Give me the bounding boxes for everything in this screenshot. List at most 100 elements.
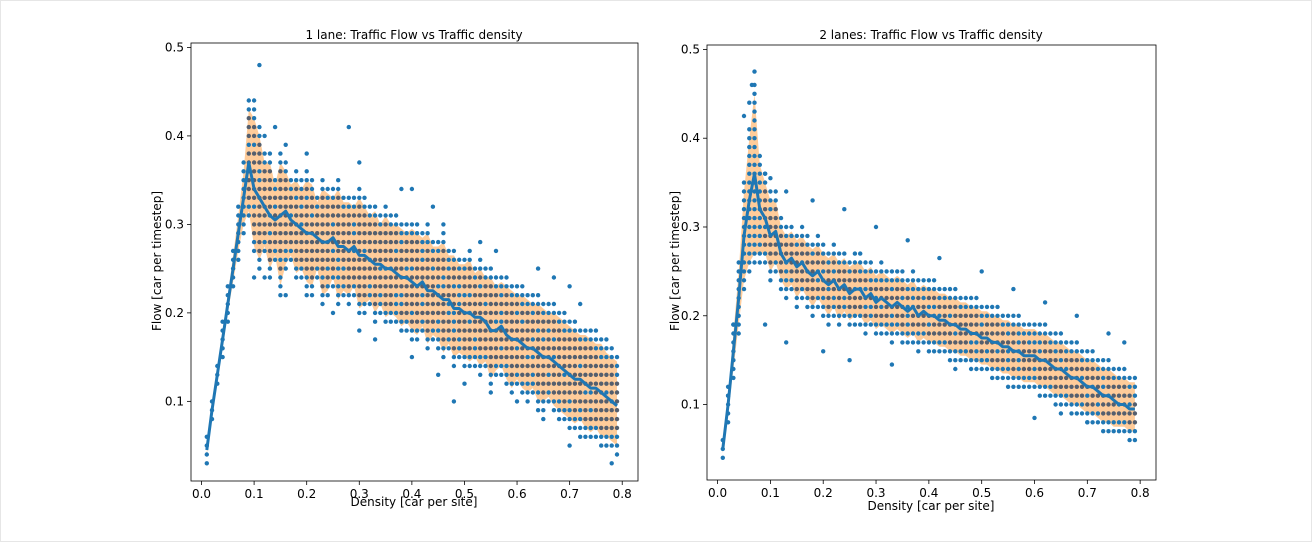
scatter-point bbox=[478, 337, 483, 342]
scatter-point bbox=[831, 260, 836, 265]
scatter-point bbox=[362, 257, 367, 262]
scatter-point bbox=[283, 204, 288, 209]
scatter-point bbox=[926, 304, 932, 310]
scatter-point bbox=[1095, 411, 1101, 416]
scatter-point bbox=[747, 233, 752, 239]
scatter-point bbox=[330, 195, 336, 200]
scatter-point bbox=[741, 113, 747, 119]
scatter-point bbox=[336, 248, 341, 254]
scatter-point bbox=[757, 153, 762, 159]
scatter-point bbox=[784, 269, 789, 274]
scatter-point bbox=[457, 337, 462, 342]
scatter-point bbox=[995, 358, 1000, 363]
scatter-point bbox=[852, 251, 858, 256]
scatter-point bbox=[1079, 366, 1085, 372]
scatter-point bbox=[747, 260, 752, 265]
scatter-point bbox=[1048, 375, 1053, 381]
scatter-point bbox=[741, 278, 747, 283]
scatter-point bbox=[784, 242, 789, 247]
scatter-point bbox=[399, 284, 404, 289]
scatter-point bbox=[895, 313, 900, 318]
scatter-point bbox=[921, 286, 926, 292]
scatter-point bbox=[1021, 331, 1027, 336]
scatter-point bbox=[905, 304, 910, 310]
scatter-point bbox=[283, 142, 288, 147]
scatter-point bbox=[910, 295, 916, 301]
scatter-point bbox=[530, 301, 535, 307]
scatter-point bbox=[852, 322, 858, 327]
scatter-point bbox=[388, 301, 393, 307]
scatter-point bbox=[794, 295, 799, 301]
scatter-point bbox=[916, 304, 921, 310]
scatter-point bbox=[309, 257, 315, 262]
scatter-point bbox=[1042, 393, 1048, 398]
scatter-point bbox=[1079, 393, 1085, 398]
scatter-point bbox=[858, 251, 863, 256]
scatter-point bbox=[810, 198, 815, 203]
scatter-point bbox=[294, 275, 299, 280]
scatter-point bbox=[272, 239, 278, 245]
scatter-point bbox=[367, 231, 372, 236]
scatter-point bbox=[525, 381, 530, 386]
scatter-point bbox=[499, 337, 504, 342]
scatter-point bbox=[873, 313, 879, 318]
scatter-point bbox=[789, 233, 794, 239]
scatter-point bbox=[614, 381, 620, 386]
scatter-point bbox=[1037, 340, 1043, 345]
scatter-point bbox=[514, 319, 520, 324]
scatter-point bbox=[330, 213, 336, 218]
scatter-point bbox=[309, 239, 315, 245]
scatter-point bbox=[958, 295, 963, 301]
scatter-point bbox=[1027, 322, 1032, 327]
scatter-point bbox=[836, 295, 842, 301]
scatter-point bbox=[325, 248, 330, 254]
scatter-point bbox=[535, 354, 541, 360]
scatter-point bbox=[931, 295, 937, 301]
scatter-point bbox=[916, 295, 921, 301]
scatter-point bbox=[414, 231, 420, 236]
scatter-point bbox=[378, 266, 383, 271]
scatter-point bbox=[762, 260, 768, 265]
scatter-point bbox=[921, 313, 926, 318]
scatter-point bbox=[752, 198, 757, 203]
scatter-point bbox=[958, 304, 963, 310]
scatter-point bbox=[990, 322, 995, 327]
scatter-point bbox=[525, 310, 530, 316]
scatter-point bbox=[551, 275, 557, 280]
scatter-point bbox=[472, 354, 478, 360]
scatter-point bbox=[325, 213, 330, 218]
scatter-point bbox=[720, 455, 725, 460]
scatter-point bbox=[963, 295, 968, 301]
scatter-point bbox=[1069, 384, 1074, 389]
scatter-point bbox=[572, 372, 578, 377]
scatter-point bbox=[937, 322, 942, 327]
scatter-point bbox=[362, 275, 367, 280]
scatter-point bbox=[404, 301, 409, 307]
scatter-point bbox=[262, 231, 267, 236]
scatter-point bbox=[937, 313, 942, 318]
scatter-point bbox=[910, 286, 916, 292]
scatter-point bbox=[910, 322, 916, 327]
scatter-point bbox=[572, 319, 578, 324]
scatter-point bbox=[926, 295, 932, 301]
scatter-point bbox=[383, 275, 388, 280]
scatter-point bbox=[315, 248, 320, 254]
scatter-point bbox=[847, 313, 852, 318]
scatter-point bbox=[578, 390, 583, 395]
scatter-point bbox=[762, 233, 768, 239]
scatter-point bbox=[1116, 375, 1122, 381]
scatter-point bbox=[362, 239, 367, 245]
scatter-point bbox=[1074, 340, 1080, 345]
scatter-point bbox=[1058, 384, 1064, 389]
scatter-point bbox=[768, 189, 773, 194]
scatter-point bbox=[430, 266, 436, 271]
scatter-point bbox=[921, 304, 926, 310]
scatter-point bbox=[562, 363, 567, 369]
scatter-point bbox=[478, 275, 483, 280]
scatter-point bbox=[995, 366, 1000, 372]
scatter-point bbox=[393, 213, 399, 218]
scatter-point bbox=[1122, 393, 1127, 398]
scatter-point bbox=[1005, 358, 1011, 363]
scatter-point bbox=[889, 362, 895, 367]
scatter-point bbox=[267, 248, 273, 254]
